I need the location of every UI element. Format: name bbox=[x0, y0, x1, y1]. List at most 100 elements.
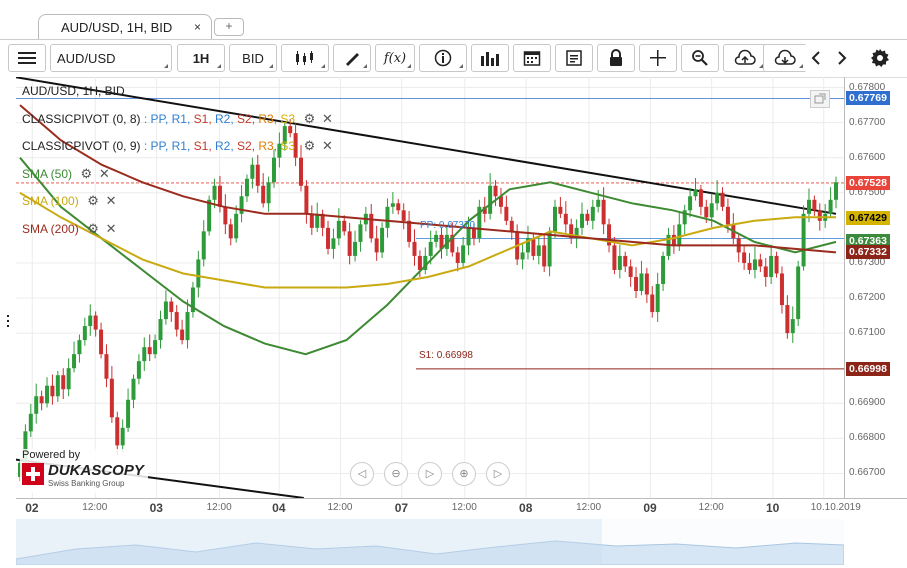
drawing-button[interactable] bbox=[333, 44, 371, 72]
candle-body bbox=[725, 206, 730, 225]
template-button[interactable] bbox=[555, 44, 593, 72]
info-button[interactable] bbox=[419, 44, 467, 72]
chart-area[interactable]: AUD/USD, 1H, BID CLASSICPIVOT (0, 8) : P… bbox=[16, 77, 844, 498]
period-select[interactable]: 1H bbox=[177, 44, 225, 72]
zoom-out-button[interactable]: ⊖ bbox=[384, 462, 408, 486]
gear-icon[interactable]: ⚙ bbox=[87, 221, 99, 236]
scroll-forward-button[interactable]: ▷ bbox=[486, 462, 510, 486]
candle-body bbox=[104, 354, 109, 379]
hamburger-icon bbox=[18, 52, 36, 64]
candle-body bbox=[834, 182, 838, 200]
candle-body bbox=[547, 231, 552, 267]
candle-body bbox=[812, 199, 817, 211]
close-icon[interactable]: ✕ bbox=[98, 166, 110, 181]
add-tab-button[interactable]: + bbox=[214, 18, 244, 36]
candle-body bbox=[223, 206, 228, 225]
gear-icon[interactable]: ⚙ bbox=[303, 138, 316, 153]
price-badge: 0.67429 bbox=[846, 210, 890, 225]
candle-body bbox=[261, 185, 266, 204]
reset-view-button[interactable]: ▷ bbox=[418, 462, 442, 486]
candle-body bbox=[72, 354, 77, 369]
tab-close-icon[interactable]: × bbox=[193, 20, 201, 34]
scroll-left-button[interactable] bbox=[805, 44, 827, 72]
settings-button[interactable] bbox=[866, 44, 894, 72]
crosshair-icon bbox=[650, 50, 666, 66]
volume-button[interactable] bbox=[471, 44, 509, 72]
price-badge: 0.67769 bbox=[846, 91, 890, 106]
candle-body bbox=[380, 227, 385, 253]
candle-body bbox=[99, 329, 104, 355]
time-tick-label: 12:00 bbox=[576, 502, 602, 513]
scroll-right-button[interactable] bbox=[831, 44, 853, 72]
side-select[interactable]: BID bbox=[229, 44, 277, 72]
pivot-part: : PP, bbox=[143, 139, 172, 153]
zoom-in-button[interactable]: ⊕ bbox=[452, 462, 476, 486]
candle-body bbox=[412, 241, 417, 256]
indicators-button[interactable]: f(x) bbox=[375, 44, 415, 72]
lock-button[interactable] bbox=[597, 44, 635, 72]
close-icon[interactable]: ✕ bbox=[105, 221, 117, 236]
chart-type-button[interactable] bbox=[281, 44, 329, 72]
sma-line bbox=[19, 157, 837, 356]
candle-body bbox=[190, 287, 195, 313]
close-icon[interactable]: ✕ bbox=[321, 138, 333, 153]
candle-body bbox=[126, 399, 131, 428]
candle-body bbox=[207, 199, 212, 232]
candle-body bbox=[612, 245, 617, 270]
triangle-right-icon: ▷ bbox=[493, 468, 503, 480]
candle-body bbox=[120, 427, 125, 446]
gear-icon[interactable]: ⚙ bbox=[87, 193, 99, 208]
price-axis[interactable]: 0.67800 0.67700 0.67600 0.67500 0.67300 0.672… bbox=[844, 77, 907, 498]
candle-body bbox=[336, 220, 341, 239]
candle-body bbox=[585, 213, 590, 221]
close-icon[interactable]: ✕ bbox=[321, 111, 333, 126]
candle-body bbox=[477, 206, 482, 239]
caret-icon bbox=[321, 64, 325, 68]
candle-body bbox=[709, 203, 714, 218]
tab-aud-usd[interactable]: AUD/USD, 1H, BID × bbox=[38, 14, 212, 40]
chevron-right-icon bbox=[838, 51, 847, 65]
calendar-button[interactable] bbox=[513, 44, 551, 72]
gear-icon[interactable]: ⚙ bbox=[303, 111, 316, 126]
price-tick-label: 0.67700 bbox=[849, 116, 886, 128]
candle-body bbox=[785, 305, 790, 334]
pencil-icon bbox=[346, 53, 359, 66]
candle-body bbox=[828, 199, 833, 214]
scroll-back-button[interactable]: ◁ bbox=[350, 462, 374, 486]
function-icon: f(x) bbox=[383, 50, 407, 66]
candle-body bbox=[55, 375, 60, 397]
price-chart[interactable] bbox=[16, 77, 844, 498]
candle-body bbox=[169, 301, 174, 313]
sma-name: SMA (100) bbox=[22, 194, 83, 208]
candle-body bbox=[77, 340, 82, 355]
menu-button[interactable] bbox=[8, 44, 46, 72]
candle-body bbox=[109, 378, 114, 418]
candle-body bbox=[347, 231, 352, 256]
close-icon[interactable]: ✕ bbox=[105, 193, 117, 208]
gear-icon[interactable]: ⚙ bbox=[80, 166, 93, 181]
candle-body bbox=[136, 361, 141, 379]
candle-body bbox=[779, 273, 784, 306]
crosshair-button[interactable] bbox=[639, 44, 677, 72]
instrument-select[interactable]: AUD/USD bbox=[50, 44, 172, 72]
maximize-button[interactable] bbox=[810, 90, 830, 108]
download-button[interactable] bbox=[763, 44, 807, 72]
candle-body bbox=[720, 192, 725, 207]
candle-body bbox=[158, 319, 163, 341]
time-axis[interactable]: 02 12:00 03 12:00 04 12:00 07 12:00 08 12:00 09 12:… bbox=[16, 498, 907, 519]
candle-body bbox=[758, 259, 763, 267]
sma-line bbox=[19, 191, 836, 289]
candle-body bbox=[288, 126, 293, 134]
price-badge: 0.67332 bbox=[846, 244, 890, 259]
candle-body bbox=[671, 234, 676, 246]
upload-button[interactable] bbox=[723, 44, 767, 72]
overview-navigator[interactable] bbox=[15, 519, 845, 566]
candle-body bbox=[661, 255, 666, 284]
left-panel-grip[interactable] bbox=[0, 77, 16, 518]
candle-body bbox=[461, 245, 466, 263]
candle-body bbox=[715, 192, 720, 204]
candle-body bbox=[174, 312, 179, 330]
triangle-left-icon: ◁ bbox=[357, 468, 367, 480]
candle-body bbox=[752, 259, 757, 270]
zoom-button[interactable] bbox=[681, 44, 719, 72]
